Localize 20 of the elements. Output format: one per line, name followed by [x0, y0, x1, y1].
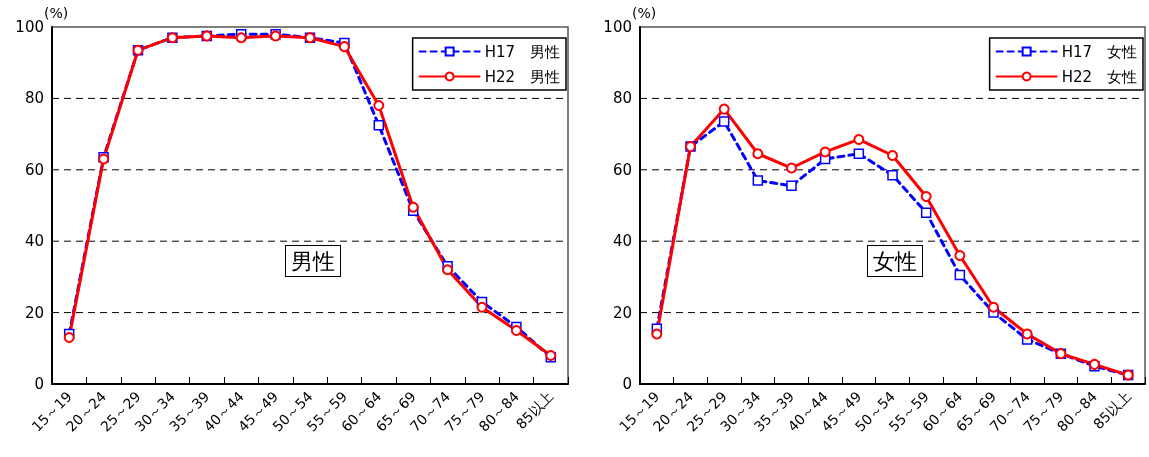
y-tick-label: 40 [612, 232, 632, 251]
y-tick-label: 100 [603, 18, 632, 36]
annotation: 女性 [873, 248, 917, 274]
y-axis-title: (%) [632, 4, 657, 21]
legend-label: H17 女性 [1061, 42, 1138, 61]
y-tick-label: 60 [24, 160, 44, 179]
y-tick-label: 20 [612, 303, 632, 322]
y-tick-label: 100 [15, 18, 44, 36]
legend-label: H22 女性 [1061, 67, 1138, 86]
y-tick-label: 60 [612, 160, 632, 179]
y-tick-label: 20 [24, 303, 44, 322]
y-tick-label: 80 [612, 89, 632, 108]
y-tick-label: 0 [34, 375, 44, 393]
annotation: 男性 [291, 248, 335, 274]
legend-label: H22 男性 [484, 67, 561, 86]
y-tick-label: 0 [622, 375, 632, 393]
y-tick-label: 40 [24, 232, 44, 251]
legend-label: H17 男性 [484, 42, 561, 61]
y-axis-title: (%) [44, 4, 69, 21]
y-tick-label: 80 [24, 89, 44, 108]
